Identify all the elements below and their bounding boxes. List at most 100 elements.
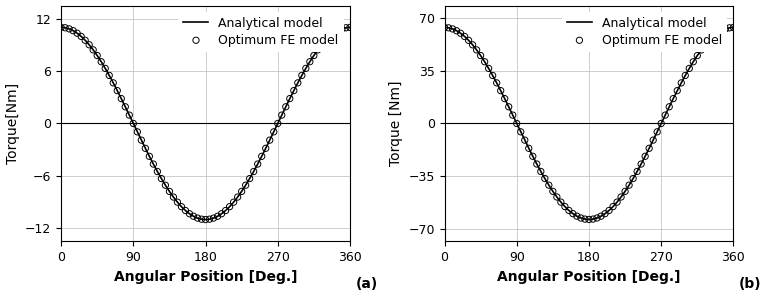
Optimum FE model <box>308 53 320 58</box>
Optimum FE model <box>446 27 459 31</box>
Analytical model <box>729 26 738 29</box>
Optimum FE model <box>99 66 111 71</box>
Optimum FE model <box>538 176 551 181</box>
Optimum FE model <box>574 216 587 220</box>
Optimum FE model <box>268 130 280 134</box>
Optimum FE model <box>123 113 136 117</box>
Optimum FE model <box>284 96 296 101</box>
Optimum FE model <box>103 73 115 78</box>
Optimum FE model <box>711 31 723 36</box>
Optimum FE model <box>332 28 344 33</box>
Optimum FE model <box>567 211 579 216</box>
Optimum FE model <box>454 31 466 36</box>
Optimum FE model <box>55 25 67 30</box>
Analytical model <box>639 158 648 162</box>
Optimum FE model <box>615 195 627 199</box>
Line: Analytical model: Analytical model <box>61 27 350 219</box>
Optimum FE model <box>495 88 507 93</box>
Optimum FE model <box>470 47 482 52</box>
Optimum FE model <box>703 38 716 43</box>
Optimum FE model <box>311 47 324 52</box>
Optimum FE model <box>595 214 607 219</box>
Optimum FE model <box>107 81 120 85</box>
Optimum FE model <box>212 214 224 219</box>
Optimum FE model <box>171 200 183 204</box>
X-axis label: Angular Position [Deg.]: Angular Position [Deg.] <box>497 270 681 284</box>
Optimum FE model <box>683 66 696 71</box>
Optimum FE model <box>163 189 176 194</box>
Optimum FE model <box>563 208 575 213</box>
Optimum FE model <box>555 200 567 204</box>
Optimum FE model <box>611 200 624 204</box>
Optimum FE model <box>340 25 352 30</box>
Optimum FE model <box>160 183 172 188</box>
Y-axis label: Torque[Nm]: Torque[Nm] <box>5 83 19 164</box>
Optimum FE model <box>466 42 479 47</box>
Optimum FE model <box>63 27 75 31</box>
Optimum FE model <box>131 130 143 134</box>
Analytical model <box>288 93 297 96</box>
Optimum FE model <box>255 154 268 159</box>
Optimum FE model <box>316 42 328 47</box>
Optimum FE model <box>651 130 663 134</box>
Analytical model <box>666 103 675 107</box>
Optimum FE model <box>475 53 487 58</box>
Optimum FE model <box>143 154 156 159</box>
Analytical model <box>201 218 210 221</box>
Analytical model <box>345 26 354 29</box>
Optimum FE model <box>223 204 235 209</box>
Optimum FE model <box>700 42 712 47</box>
Optimum FE model <box>127 121 140 126</box>
Optimum FE model <box>667 96 680 101</box>
Optimum FE model <box>518 138 531 142</box>
Optimum FE model <box>115 96 127 101</box>
Optimum FE model <box>659 113 671 117</box>
Optimum FE model <box>635 162 647 166</box>
Optimum FE model <box>499 96 511 101</box>
Optimum FE model <box>111 88 123 93</box>
Analytical model <box>184 211 193 215</box>
Optimum FE model <box>619 189 631 194</box>
Optimum FE model <box>219 208 232 213</box>
Optimum FE model <box>579 217 591 222</box>
Analytical model <box>567 211 576 214</box>
Optimum FE model <box>328 31 340 35</box>
Analytical model <box>57 26 66 29</box>
Optimum FE model <box>235 189 248 194</box>
Optimum FE model <box>216 212 228 216</box>
Optimum FE model <box>147 162 160 166</box>
Optimum FE model <box>463 38 475 43</box>
Optimum FE model <box>515 130 527 134</box>
Optimum FE model <box>259 146 272 151</box>
Optimum FE model <box>527 154 539 159</box>
Analytical model <box>255 158 265 162</box>
Optimum FE model <box>232 195 244 199</box>
Optimum FE model <box>79 38 91 42</box>
Optimum FE model <box>522 146 535 151</box>
Optimum FE model <box>248 169 260 174</box>
Optimum FE model <box>439 25 451 30</box>
Optimum FE model <box>643 146 655 151</box>
Optimum FE model <box>655 121 667 126</box>
Optimum FE model <box>272 121 284 126</box>
Optimum FE model <box>707 34 719 39</box>
Optimum FE model <box>587 217 599 222</box>
Optimum FE model <box>603 208 615 213</box>
Optimum FE model <box>336 27 348 31</box>
Optimum FE model <box>176 204 188 209</box>
Optimum FE model <box>723 25 736 30</box>
Analytical model <box>557 201 566 204</box>
Optimum FE model <box>280 104 292 109</box>
Optimum FE model <box>671 88 683 93</box>
Optimum FE model <box>151 169 163 174</box>
Optimum FE model <box>75 34 87 39</box>
Optimum FE model <box>183 212 196 216</box>
Optimum FE model <box>207 216 219 220</box>
Optimum FE model <box>547 189 559 194</box>
Optimum FE model <box>324 34 336 39</box>
Analytical model <box>469 45 479 48</box>
Optimum FE model <box>228 200 240 204</box>
X-axis label: Angular Position [Deg.]: Angular Position [Deg.] <box>114 270 298 284</box>
Optimum FE model <box>639 154 651 159</box>
Optimum FE model <box>203 217 216 222</box>
